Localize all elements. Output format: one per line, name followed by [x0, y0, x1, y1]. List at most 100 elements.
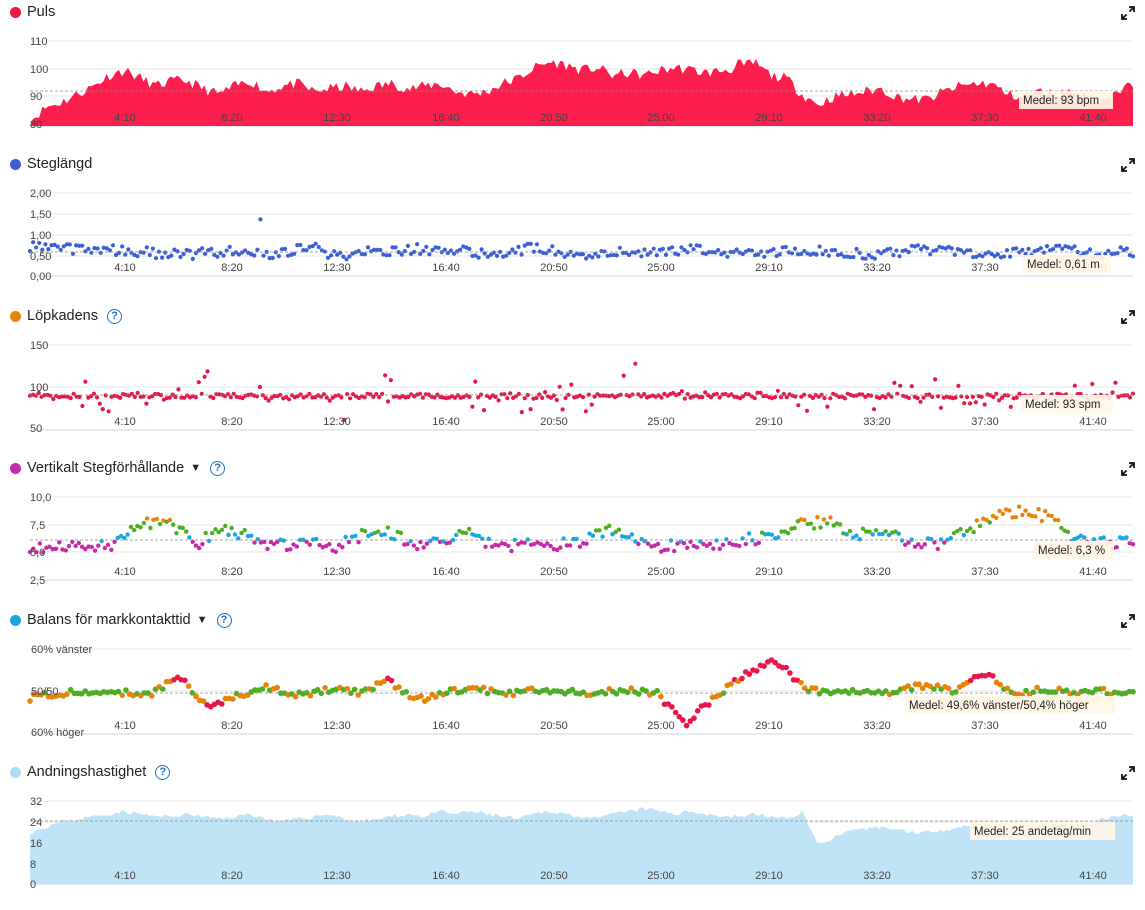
help-icon[interactable]: ?: [210, 460, 226, 476]
data-point: [891, 253, 896, 258]
data-point: [663, 252, 669, 257]
data-point: [1016, 504, 1022, 509]
data-point: [356, 540, 361, 545]
data-point: [346, 539, 352, 545]
data-point: [844, 532, 849, 537]
data-point: [164, 519, 169, 524]
data-point: [795, 519, 801, 524]
data-point: [574, 536, 579, 542]
data-point: [958, 526, 963, 532]
x-tick-label: 8:20: [221, 416, 242, 428]
data-point: [322, 685, 328, 691]
data-point: [854, 246, 859, 252]
data-point: [144, 516, 150, 521]
data-point: [658, 693, 664, 700]
data-point: [739, 675, 745, 682]
data-point: [519, 410, 524, 415]
caret-down-icon[interactable]: ▼: [190, 462, 202, 474]
data-point: [645, 252, 650, 257]
x-tick-label: 20:50: [540, 870, 568, 882]
data-point: [213, 527, 218, 532]
data-point: [932, 540, 937, 545]
data-point: [157, 521, 163, 527]
data-point: [1001, 254, 1007, 259]
data-point: [1044, 244, 1050, 249]
help-icon[interactable]: ?: [155, 764, 171, 780]
data-point: [89, 544, 95, 550]
data-point: [919, 685, 926, 692]
data-point: [792, 525, 797, 531]
x-tick-label: 37:30: [971, 416, 999, 428]
x-tick-label: 33:20: [863, 566, 891, 578]
help-icon[interactable]: ?: [216, 612, 232, 628]
data-point: [782, 529, 788, 534]
data-point: [252, 253, 257, 258]
data-point: [995, 252, 1000, 257]
data-point: [779, 529, 784, 534]
data-point: [848, 255, 853, 260]
data-point: [1000, 511, 1006, 516]
data-point: [783, 664, 789, 671]
data-point: [796, 252, 801, 257]
data-point: [756, 540, 761, 545]
x-tick-label: 8:20: [221, 566, 242, 578]
data-point: [636, 249, 641, 254]
data-point: [135, 390, 140, 395]
data-point: [804, 408, 810, 413]
data-point: [776, 535, 781, 540]
data-point: [694, 545, 700, 550]
data-point: [997, 681, 1003, 688]
data-point: [257, 384, 262, 390]
data-point: [216, 530, 221, 535]
data-point: [918, 247, 924, 252]
data-point: [734, 247, 739, 252]
data-point: [847, 528, 853, 534]
data-point: [1124, 535, 1129, 540]
x-tick-label: 12:30: [323, 262, 351, 274]
data-point: [112, 539, 117, 544]
data-point: [123, 687, 129, 693]
data-point: [587, 531, 592, 536]
expand-icon[interactable]: [1121, 614, 1135, 628]
data-point: [255, 537, 260, 542]
data-point: [424, 244, 429, 249]
data-point: [362, 529, 368, 534]
data-point: [379, 532, 384, 538]
data-point: [590, 255, 595, 260]
expand-icon[interactable]: [1121, 158, 1135, 172]
mean-label: Medel: 6,3 %: [1038, 545, 1105, 557]
caret-down-icon[interactable]: ▼: [196, 614, 208, 626]
y-tick-label: 90: [30, 91, 42, 103]
data-point: [49, 243, 54, 248]
data-point: [532, 541, 537, 547]
data-point: [1057, 243, 1062, 248]
data-point: [151, 517, 156, 522]
expand-icon[interactable]: [1121, 462, 1135, 476]
expand-icon[interactable]: [1121, 766, 1135, 780]
data-point: [359, 251, 364, 257]
area-series: [30, 807, 1133, 884]
expand-icon[interactable]: [1121, 310, 1135, 324]
data-point: [672, 709, 679, 716]
data-point: [1020, 247, 1025, 252]
data-point: [36, 390, 41, 395]
data-point: [57, 540, 62, 545]
data-point: [227, 244, 232, 249]
data-point: [953, 395, 958, 400]
data-point: [846, 690, 852, 696]
x-tick-label: 41:40: [1079, 720, 1107, 732]
expand-icon[interactable]: [1121, 6, 1135, 20]
help-icon[interactable]: ?: [106, 308, 122, 324]
data-point: [193, 693, 199, 700]
data-point: [798, 679, 804, 686]
data-point: [864, 529, 869, 534]
data-point: [47, 544, 52, 549]
data-point: [883, 688, 889, 694]
y-tick-label: 0: [30, 879, 36, 891]
data-point: [343, 534, 348, 540]
data-point: [193, 395, 198, 400]
data-point: [355, 692, 362, 698]
data-point: [822, 395, 827, 401]
data-point: [540, 395, 545, 400]
data-point: [863, 256, 868, 261]
